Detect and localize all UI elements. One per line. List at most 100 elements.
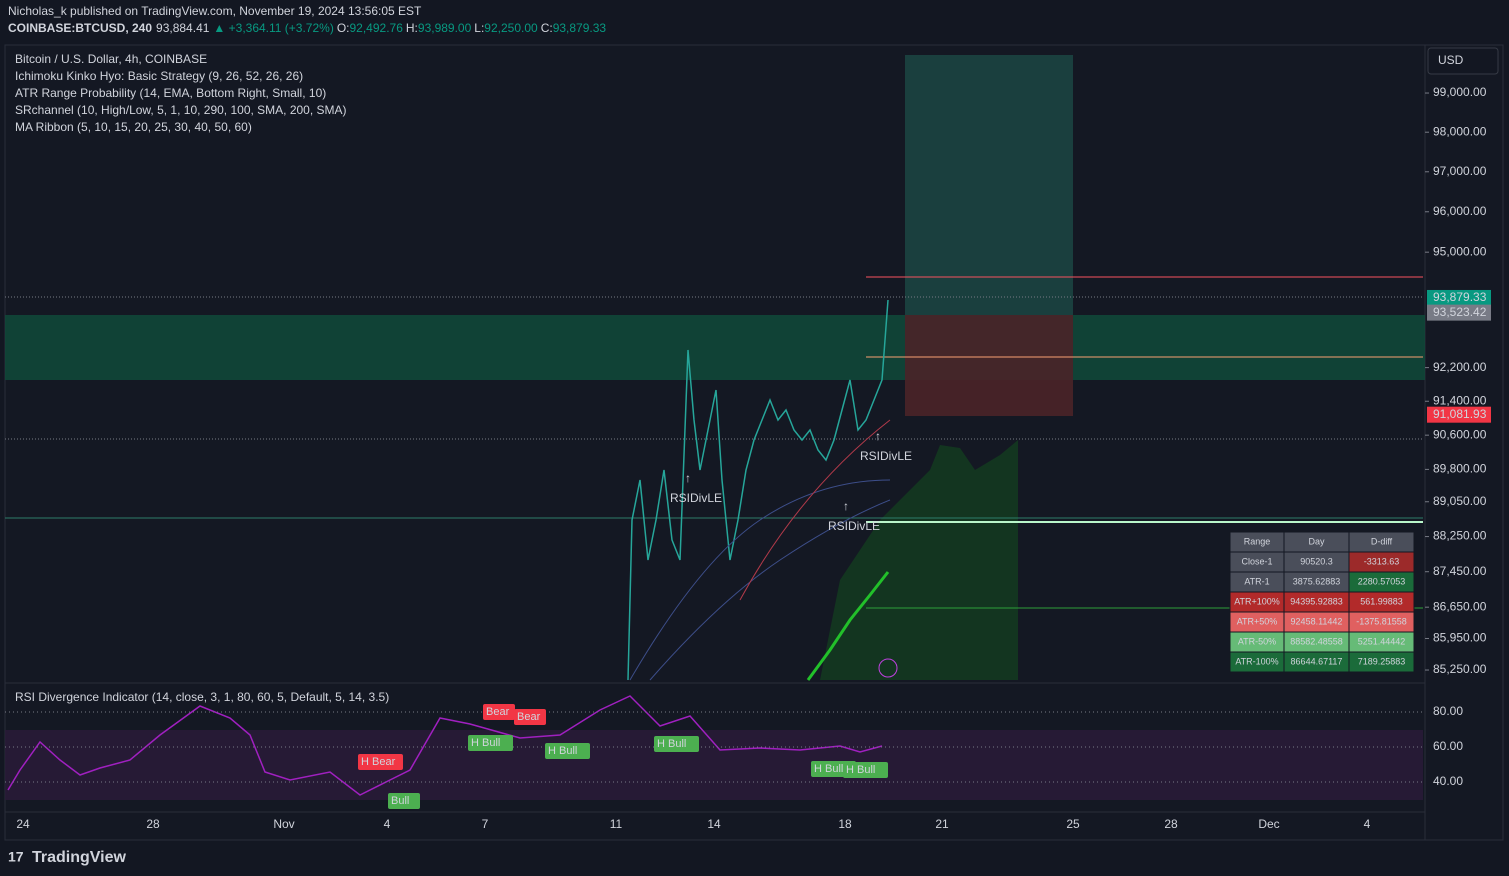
change: ▲ +3,364.11 (+3.72%) — [213, 21, 333, 35]
last: 93,884.41 — [156, 21, 210, 35]
arrow: ↑ — [875, 429, 881, 443]
table-text: Close-1 — [1241, 556, 1272, 566]
price-path — [627, 299, 889, 681]
y-tick-label: 85,250.00 — [1433, 662, 1487, 676]
table-text: -3313.63 — [1364, 556, 1400, 566]
rsi-label-bg — [358, 754, 403, 770]
indicator: Ichimoku Kinko Hyo: Basic Strategy (9, 2… — [15, 69, 303, 83]
y-tick-label: 95,000.00 — [1433, 244, 1487, 258]
rsi-label-bg — [388, 793, 420, 809]
y-tick-label: 97,000.00 — [1433, 164, 1487, 178]
rsi-label: Bear — [517, 711, 541, 723]
ohlc-key: O: — [337, 21, 350, 35]
y-tick-label: 92,200.00 — [1433, 360, 1487, 374]
table-text: ATR-1 — [1244, 576, 1269, 586]
x-tick-label: Nov — [273, 817, 294, 831]
x-tick-label: 11 — [610, 817, 623, 831]
legend-title: Bitcoin / U.S. Dollar, 4h, COINBASE — [15, 52, 207, 66]
rsi-line — [7, 695, 883, 796]
table-text: 92458.11442 — [1291, 616, 1343, 626]
rsi-label-bg — [514, 709, 546, 725]
trend-line — [806, 571, 890, 681]
y-tick-label: 91,400.00 — [1433, 393, 1487, 407]
table-cell — [1348, 651, 1415, 673]
ohlc-value: 93,989.00 — [418, 21, 472, 35]
table-text: -1375.81558 — [1356, 616, 1407, 626]
currency-button[interactable] — [1427, 47, 1499, 75]
price-label: 93,523.42 — [1433, 305, 1487, 319]
x-tick-label: 25 — [1066, 817, 1080, 831]
ma-ribbon — [649, 499, 891, 681]
rsi-label: H Bull — [471, 737, 500, 749]
x-tick-label: 7 — [482, 817, 489, 831]
rsi-label-bg — [654, 736, 699, 752]
y-tick-label: 96,000.00 — [1433, 204, 1487, 218]
rsi-label: H Bull — [657, 738, 686, 750]
price-label-bg — [1427, 406, 1491, 423]
ma-ribbon — [629, 479, 891, 681]
x-tick-label: Dec — [1258, 817, 1279, 831]
table-text: Range — [1244, 536, 1271, 546]
x-tick-label: 4 — [384, 817, 391, 831]
published: Nicholas_k published on TradingView.com,… — [8, 4, 422, 18]
stop-zone — [905, 315, 1073, 416]
currency[interactable]: USD — [1438, 53, 1464, 67]
x-tick-label: 18 — [838, 817, 852, 831]
ohlc-key: L: — [474, 21, 484, 35]
cloud — [820, 440, 1018, 680]
table-text: 86644.67117 — [1291, 656, 1343, 666]
rsi-label-bg — [468, 735, 513, 751]
indicator: SRchannel (10, High/Low, 5, 1, 10, 290, … — [15, 103, 347, 117]
y-tick-label: 88,250.00 — [1433, 529, 1487, 543]
symbol-line: COINBASE:BTCUSD, 240 93,884.41 ▲ +3,364.11… — [8, 21, 606, 35]
table-text: 7189.25883 — [1358, 656, 1406, 666]
ohlc-value: 93,879.33 — [553, 21, 607, 35]
rsi-label: Bull — [391, 795, 409, 807]
y-tick-label: 98,000.00 — [1433, 124, 1487, 138]
table-text: 2280.57053 — [1358, 576, 1406, 586]
annotation: RSIDivLE — [670, 491, 722, 505]
rsi-tick-label: 40.00 — [1433, 774, 1463, 788]
brand-logo: 17 — [8, 849, 24, 865]
table-text: D-diff — [1371, 536, 1393, 546]
rsi-label: Bear — [486, 706, 510, 718]
rsi-title: RSI Divergence Indicator (14, close, 3, … — [15, 690, 389, 704]
x-tick-label: 4 — [1364, 817, 1371, 831]
y-tick-label: 86,650.00 — [1433, 599, 1487, 613]
sr-zone — [5, 315, 1425, 380]
y-tick-label: 89,800.00 — [1433, 462, 1487, 476]
x-tick-label: 28 — [146, 817, 160, 831]
table-text: Day — [1308, 536, 1325, 546]
x-tick-label: 28 — [1164, 817, 1178, 831]
target-zone — [905, 55, 1073, 315]
x-tick-label: 14 — [707, 817, 721, 831]
table-text: 90520.3 — [1300, 556, 1333, 566]
table-text: ATR-100% — [1235, 656, 1278, 666]
y-tick-label: 90,600.00 — [1433, 427, 1487, 441]
table-text: 561.99883 — [1360, 596, 1403, 606]
ohlc-key: H: — [406, 21, 418, 35]
y-tick-label: 99,000.00 — [1433, 85, 1487, 99]
rsi-label: H Bull — [846, 764, 875, 776]
rsi-label: H Bull — [548, 745, 577, 757]
ohlc-value: 92,492.76 — [350, 21, 404, 35]
ohlc-value: 92,250.00 — [484, 21, 538, 35]
x-tick-label: 21 — [935, 817, 949, 831]
rsi-label-bg — [483, 704, 515, 720]
price-label-bg — [1427, 304, 1491, 321]
ohlc-key: C: — [541, 21, 553, 35]
price-label: 93,879.33 — [1433, 290, 1487, 304]
x-tick-label: 24 — [16, 817, 30, 831]
table-text: ATR+50% — [1237, 616, 1278, 626]
rsi-label: H Bear — [361, 756, 396, 768]
annotation: RSIDivLE — [828, 519, 880, 533]
rsi-label-bg — [545, 743, 590, 759]
y-tick-label: 87,450.00 — [1433, 564, 1487, 578]
y-tick-label: 89,050.00 — [1433, 494, 1487, 508]
alert-icon[interactable] — [878, 658, 898, 678]
table-text: 94395.92883 — [1290, 596, 1343, 606]
indicator: MA Ribbon (5, 10, 15, 20, 25, 30, 40, 50… — [15, 120, 252, 134]
rsi-tick-label: 60.00 — [1433, 739, 1463, 753]
indicator: ATR Range Probability (14, EMA, Bottom R… — [15, 86, 326, 100]
